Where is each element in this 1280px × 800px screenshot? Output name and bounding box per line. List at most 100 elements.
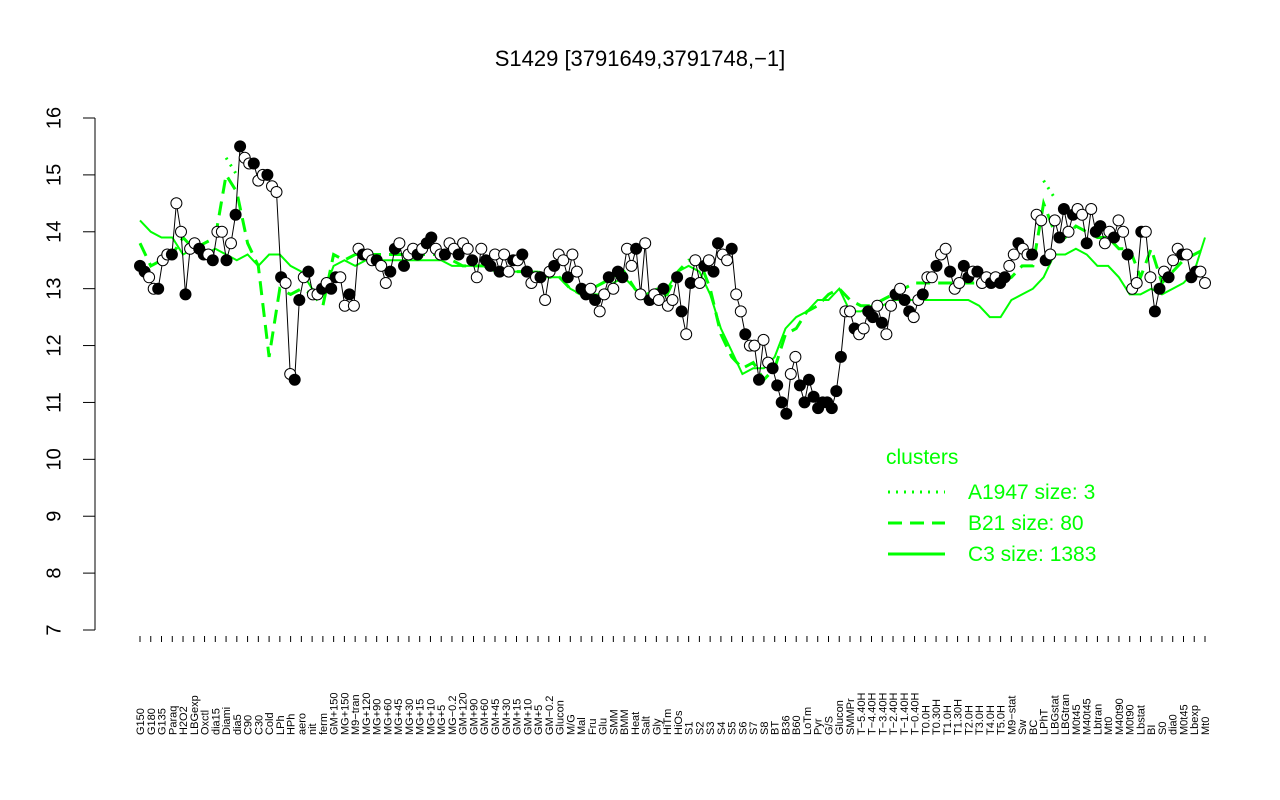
data-point [548,259,561,272]
data-point [798,396,811,409]
x-tick-label: M40t45 [1082,698,1094,735]
data-point [675,305,688,318]
y-tick-label: 16 [43,107,65,129]
data-point [1007,248,1020,261]
x-tick-label: MG+10 [425,699,437,735]
x-tick-label: S5 [727,722,739,735]
x-tick-label: LBGstat [1049,695,1061,735]
x-tick-label: HiTm [662,709,674,735]
x-tick-label: Glucon [555,700,567,735]
data-point [398,259,410,272]
data-point [375,259,388,272]
data-point [215,225,228,238]
y-tick-label: 9 [43,511,65,522]
x-tick-label: T5.0H [996,705,1008,735]
x-tick-label: T−4.40H [867,692,879,735]
legend: clusters A1947 size: 3 B21 size: 80 C3 size… [886,446,1096,566]
data-point [1080,237,1093,250]
x-tick-label: Cold [264,712,276,735]
data-point [520,265,533,278]
x-tick-label: MG+30 [404,699,416,735]
cluster-lines [138,157,1206,383]
data-point [721,254,734,267]
data-point [1194,265,1207,278]
y-tick-label: 12 [43,334,65,356]
data-point [1121,248,1134,261]
data-point [1035,214,1048,227]
data-point [1003,259,1016,272]
data-point [1148,305,1161,318]
data-point [652,294,665,306]
x-tick-label: MG−0.2 [447,696,459,735]
x-tick-label: T−0.40H [910,692,922,735]
data-point [793,379,806,392]
x-tick-label: S2 [694,722,706,735]
x-tick-label: S6 [737,722,749,735]
x-tick-label: S1 [684,722,696,735]
data-point [438,248,451,261]
x-tick-label: Mt0 [1103,717,1115,735]
x-tick-label: S4 [716,722,728,735]
x-tick-label: BT [770,721,782,735]
x-tick-label: C30 [253,715,265,735]
data-point [516,248,529,261]
data-point [225,237,237,250]
x-tick-label: Glucon [834,700,846,735]
x-tick-label: M0t45 [1071,704,1083,735]
y-tick-label: 14 [43,221,65,243]
data-point [971,265,984,278]
data-point [866,311,879,324]
x-tick-label: MG+120 [361,693,373,736]
data-point [1062,225,1075,238]
x-tick-label: Paraq [167,706,179,735]
y-tick-label: 10 [43,448,65,470]
data-point [393,237,406,250]
x-tick-label: nit [307,723,319,735]
y-axis: 7 8 9 10 11 12 13 14 15 16 [43,107,96,636]
data-point [229,208,242,221]
data-point [1130,277,1143,289]
x-tick-label: Lbstat [1135,705,1147,735]
data-point [834,350,847,363]
data-point [1139,225,1152,238]
data-point [789,350,802,363]
data-point [270,186,283,198]
data-point [857,322,870,335]
x-tick-label: GM+45 [490,699,502,735]
data-point [1117,225,1130,238]
data-point [616,271,629,284]
x-tick-label: M0t90 [1125,704,1137,735]
data-point [279,277,292,289]
x-tick-label: Mt0 [1200,717,1212,735]
x-tick-label: LPh [275,715,287,735]
x-tick-label: T0.0H [920,705,932,735]
data-point [898,294,911,306]
x-tick-label: T0.30H [931,699,943,735]
data-point [461,242,474,255]
data-point [334,271,347,284]
x-tick-label: Gly [651,718,663,735]
data-point [639,237,652,250]
data-point [784,368,797,380]
x-tick-label: GM+150 [329,693,341,736]
x-tick-label: M9−stat [1006,696,1018,735]
data-point [475,242,488,255]
x-tick-label: M0t45 [1178,704,1190,735]
data-point [693,277,706,289]
data-point [566,248,579,261]
data-point [347,299,360,312]
data-point [384,265,397,278]
data-point [944,265,957,278]
data-point [539,294,552,306]
data-point [1094,220,1107,233]
data-point [702,254,715,267]
data-point [325,282,338,295]
data-point [602,271,615,284]
data-point [502,265,515,278]
y-tick-label: 8 [43,568,65,579]
data-point [557,254,570,267]
data-point [957,259,970,272]
x-tick-label: Mal [576,717,588,735]
x-tick-label: Heat [630,712,642,735]
